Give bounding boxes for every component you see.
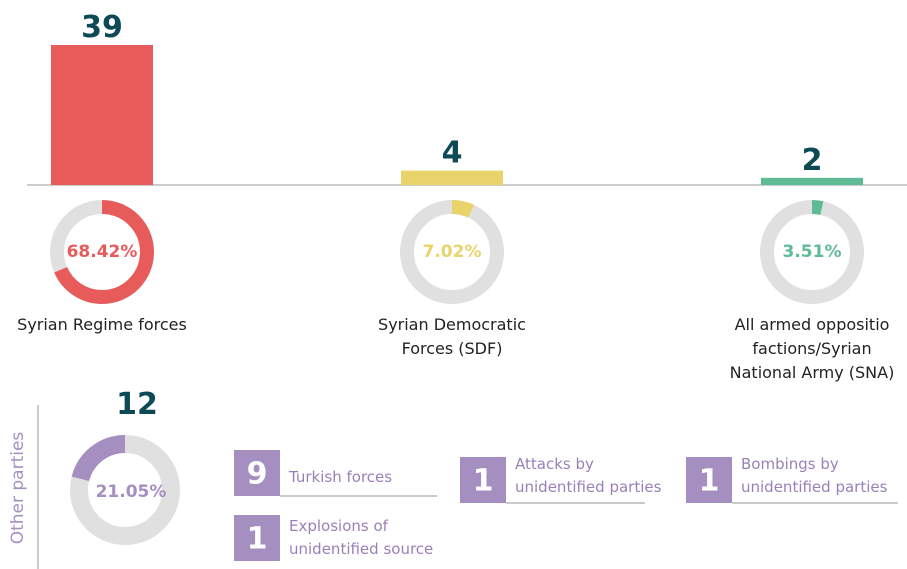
other-value: 12 <box>116 387 158 422</box>
item-value: 1 <box>699 464 720 499</box>
item-label: Turkish forces <box>289 468 393 486</box>
bar-value: 4 <box>442 136 463 171</box>
bar <box>401 170 503 185</box>
item-box <box>686 457 732 503</box>
donut-arc <box>50 200 154 304</box>
item-label: Explosions of unidentified source <box>289 517 434 558</box>
donut-arc <box>70 435 180 545</box>
item-box <box>234 450 280 496</box>
bar <box>761 177 863 185</box>
bar-value: 39 <box>81 10 123 45</box>
item-value: 1 <box>473 464 494 499</box>
other-share: 21.05% <box>96 482 167 502</box>
donut-arc <box>760 200 864 304</box>
share-label: 7.02% <box>423 242 482 262</box>
donut-arc <box>400 200 504 304</box>
bar-value: 2 <box>802 143 823 178</box>
other-title: Other parties <box>8 432 28 545</box>
item-label: Bombings by unidentified parties <box>741 455 888 496</box>
item-box <box>460 457 506 503</box>
share-label: 3.51% <box>783 242 842 262</box>
category-label: Syrian Democratic Forces (SDF) <box>378 315 526 358</box>
item-label: Attacks by unidentified parties <box>515 455 662 496</box>
bar <box>51 45 153 185</box>
share-label: 68.42% <box>67 242 138 262</box>
item-value: 9 <box>247 457 268 492</box>
category-label: Syrian Regime forces <box>17 315 187 334</box>
category-label: All armed oppositio factions/Syrian Nati… <box>729 315 895 382</box>
item-value: 1 <box>247 522 268 557</box>
item-box <box>234 515 280 561</box>
